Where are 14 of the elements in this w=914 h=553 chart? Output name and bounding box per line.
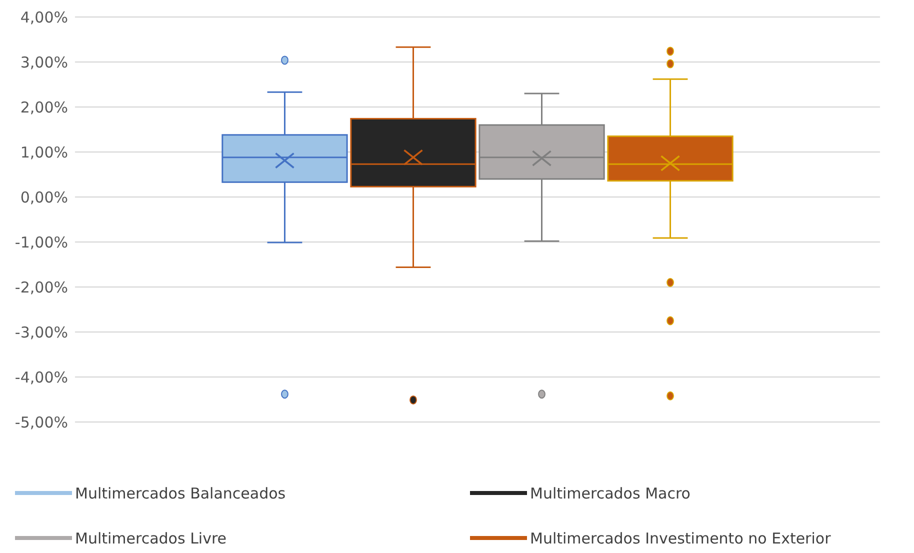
y-tick-label: -3,00% — [14, 323, 68, 342]
legend-label: Multimercados Livre — [75, 529, 227, 548]
y-tick-label: 0,00% — [20, 188, 68, 206]
legend-label: Multimercados Balanceados — [75, 484, 286, 502]
y-tick-label: -5,00% — [14, 413, 68, 432]
y-tick-label: -1,00% — [14, 233, 68, 252]
y-tick-label: 1,00% — [20, 143, 68, 162]
legend-label: Multimercados Macro — [530, 484, 690, 502]
y-tick-label: 3,00% — [20, 53, 68, 72]
y-tick-label: -4,00% — [14, 368, 68, 386]
y-tick-label: 2,00% — [20, 98, 68, 116]
legend-label: Multimercados Investimento no Exterior — [530, 529, 832, 548]
y-tick-label: 4,00% — [20, 8, 68, 26]
y-tick-label: -2,00% — [14, 278, 68, 296]
